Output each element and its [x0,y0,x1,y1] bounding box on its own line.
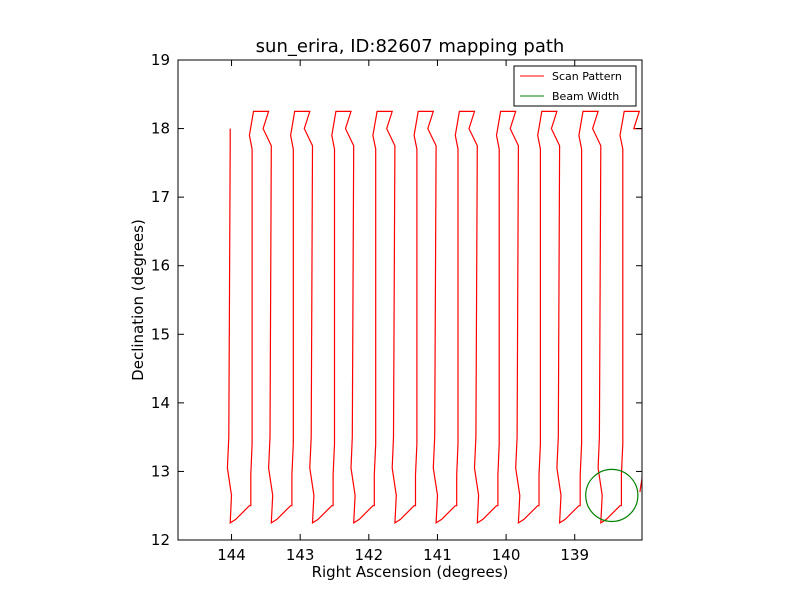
y-tick-label: 17 [151,188,170,206]
y-axis-label: Declination (degrees) [129,219,147,381]
y-tick-label: 14 [151,394,170,412]
x-tick-label: 144 [217,546,246,564]
y-tick-label: 15 [151,325,170,343]
series-circle-beam-width [585,468,639,523]
legend: Scan Pattern Beam Width [513,65,637,107]
x-tick-label: 142 [354,546,383,564]
x-tick-label: 143 [286,546,315,564]
x-tick-label: 140 [492,546,521,564]
x-tick-label: 139 [560,546,589,564]
legend-label-scan-pattern: Scan Pattern [552,70,622,83]
x-tick-label: 141 [423,546,452,564]
plot-frame [177,59,643,541]
y-axis: 12 13 14 15 16 17 18 19 [151,51,642,549]
chart-title: sun_erira, ID:82607 mapping path [256,36,565,57]
y-tick-label: 16 [151,257,170,275]
plot-area [226,110,642,525]
x-axis: 144 143 142 141 140 139 [217,60,589,564]
series-line-scan-pattern [226,110,642,525]
y-tick-label: 18 [151,120,170,138]
x-axis-label: Right Ascension (degrees) [312,563,509,581]
y-tick-label: 19 [151,51,170,69]
legend-box [513,65,637,107]
y-tick-label: 13 [151,462,170,480]
y-tick-label: 12 [151,531,170,549]
legend-label-beam-width: Beam Width [552,90,619,103]
